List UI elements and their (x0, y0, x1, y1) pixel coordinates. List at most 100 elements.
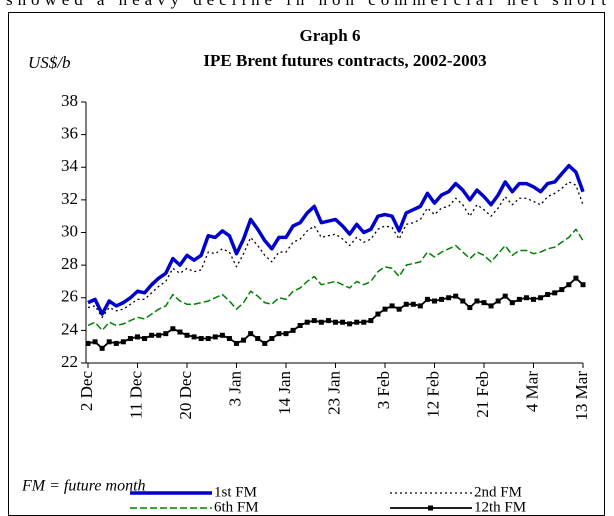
marker (241, 337, 247, 343)
x-tick-label: 3 Feb (374, 371, 393, 409)
marker (318, 319, 324, 325)
y-tick-label: 38 (61, 91, 78, 110)
marker (481, 300, 487, 306)
marker (269, 336, 275, 342)
marker (99, 345, 105, 351)
x-tick-label: 13 Mar (572, 371, 591, 421)
marker (495, 298, 501, 304)
x-tick-label: 3 Jan (225, 371, 244, 407)
chart-subtitle: IPE Brent futures contracts, 2002-2003 (203, 51, 486, 70)
marker (474, 298, 480, 304)
marker (333, 319, 338, 325)
y-tick-label: 22 (61, 352, 78, 371)
legend-label: 12th FM (474, 499, 526, 515)
marker (325, 318, 331, 324)
marker (446, 295, 452, 301)
marker (424, 296, 430, 302)
marker (198, 336, 204, 342)
marker (191, 334, 197, 340)
marker (467, 305, 473, 311)
marker (531, 296, 536, 302)
series-line (87, 181, 584, 318)
note: FM = future month (21, 478, 146, 495)
x-tick-label: 4 Mar (522, 371, 541, 412)
marker (439, 296, 445, 302)
y-tick-label: 34 (61, 156, 79, 175)
series-line (87, 228, 584, 332)
marker (516, 296, 522, 302)
x-tick-label: 21 Feb (473, 371, 492, 418)
y-tick-label: 32 (61, 189, 78, 208)
chart-frame (8, 12, 605, 516)
marker (113, 340, 119, 346)
marker (354, 319, 360, 325)
y-tick-label: 36 (61, 124, 78, 143)
marker (255, 336, 261, 342)
marker (389, 303, 395, 309)
marker (509, 300, 515, 306)
marker (85, 340, 91, 346)
marker (106, 339, 112, 345)
marker (205, 336, 211, 342)
marker (219, 332, 225, 338)
marker (410, 301, 416, 307)
marker (297, 322, 303, 328)
marker (234, 340, 239, 346)
y-tick-label: 30 (61, 221, 78, 240)
marker (347, 321, 353, 327)
legend-label: 2nd FM (474, 484, 522, 500)
y-tick-label: 28 (61, 254, 78, 273)
x-tick-label: 2 Dec (77, 371, 96, 412)
page-text: showed a heavy decline in non commercial… (6, 0, 606, 9)
legend-marker (428, 505, 433, 511)
marker (488, 303, 494, 309)
marker (375, 311, 381, 317)
marker (226, 336, 232, 342)
marker (460, 298, 466, 304)
marker (290, 327, 296, 333)
y-axis-label: US$/b (28, 53, 71, 72)
marker (276, 331, 282, 337)
marker (149, 332, 155, 338)
x-tick-label: 11 Dec (126, 371, 145, 419)
marker (184, 332, 190, 338)
marker (432, 298, 437, 304)
marker (156, 332, 162, 338)
marker (453, 293, 459, 299)
x-tick-label: 23 Jan (324, 371, 343, 415)
marker (523, 295, 529, 301)
marker (545, 291, 551, 297)
marker (552, 290, 558, 296)
marker (396, 306, 402, 312)
marker (135, 334, 140, 340)
marker (127, 336, 133, 342)
marker (502, 293, 508, 299)
marker (382, 306, 388, 312)
marker (212, 334, 218, 340)
marker (559, 287, 565, 293)
marker (120, 339, 126, 345)
marker (163, 331, 169, 337)
marker (304, 319, 310, 325)
x-tick-label: 20 Dec (176, 371, 195, 420)
marker (403, 301, 409, 307)
marker (262, 340, 268, 346)
series-line (87, 277, 584, 350)
marker (368, 318, 374, 324)
marker (573, 275, 579, 281)
marker (248, 331, 254, 337)
marker (177, 329, 183, 335)
marker (538, 295, 544, 301)
marker (283, 331, 289, 337)
marker (566, 282, 572, 288)
legend-label: 1st FM (214, 484, 257, 500)
x-tick-label: 12 Feb (423, 371, 442, 418)
y-tick-label: 24 (61, 319, 79, 338)
chart-title: Graph 6 (300, 26, 361, 45)
series-line (87, 163, 585, 316)
marker (142, 336, 148, 342)
marker (580, 282, 586, 288)
marker (92, 339, 98, 345)
y-tick-label: 26 (61, 287, 78, 306)
